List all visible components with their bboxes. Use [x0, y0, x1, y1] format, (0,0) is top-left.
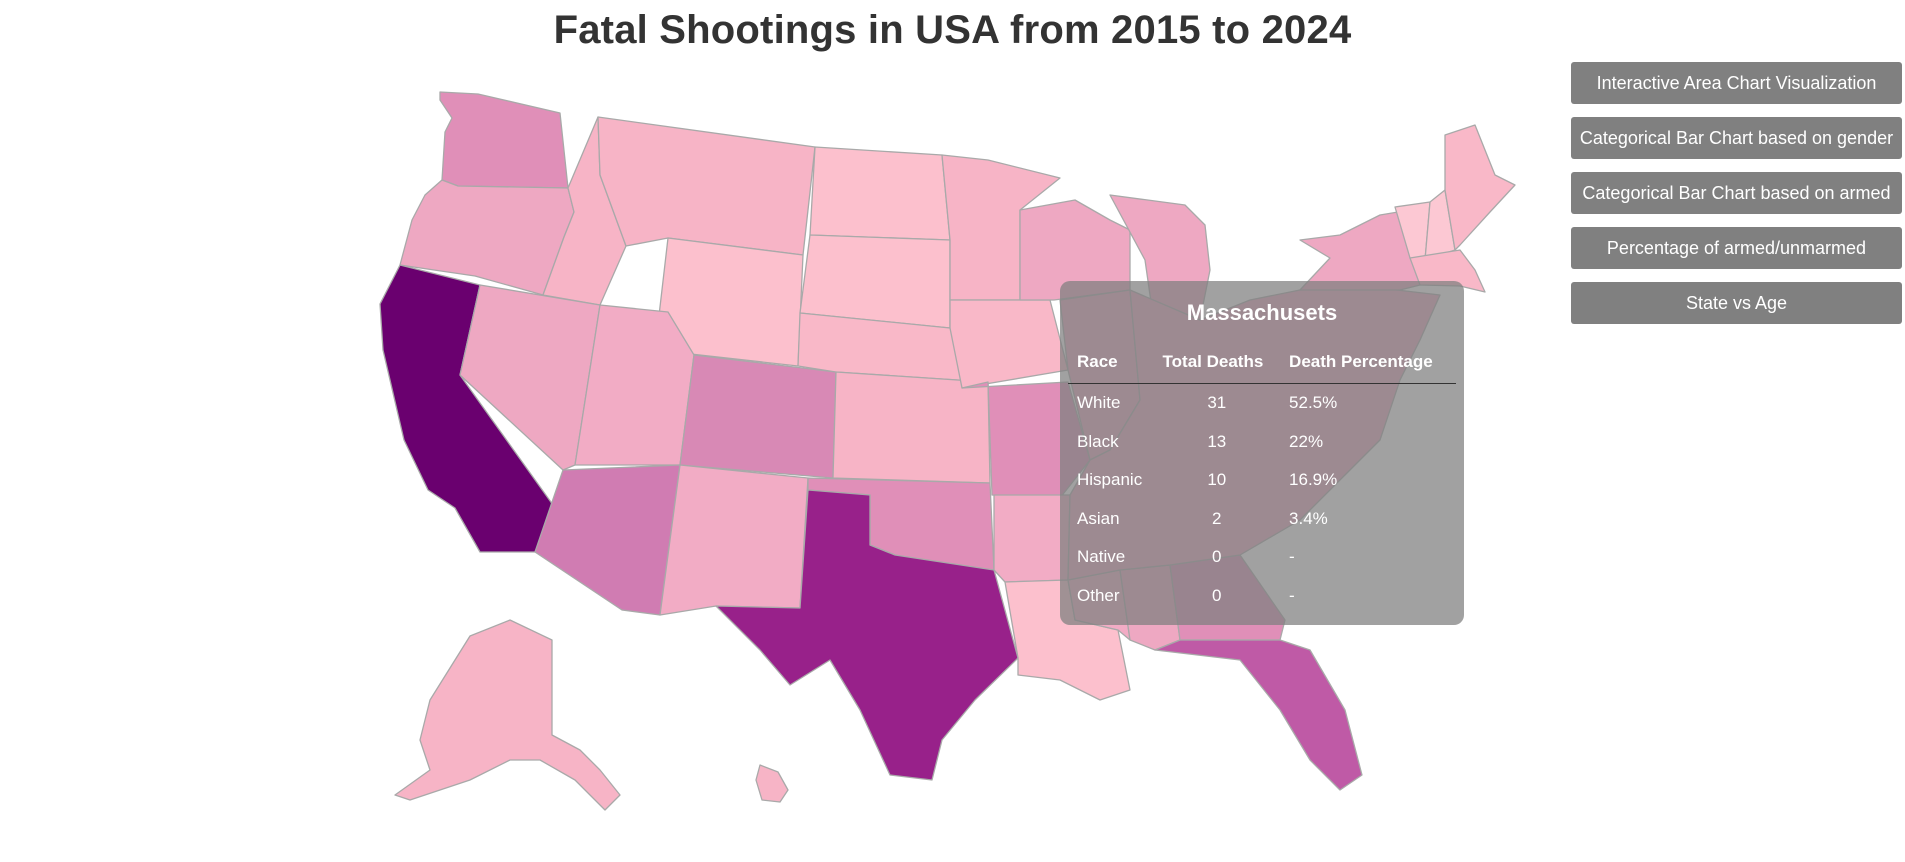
area-chart-button[interactable]: Interactive Area Chart Visualization — [1571, 62, 1902, 104]
deaths-cell: 10 — [1207, 470, 1227, 490]
table-row: Other 0 - — [1068, 577, 1456, 616]
race-cell: Hispanic — [1077, 470, 1143, 490]
table-row: Native 0 - — [1068, 538, 1456, 577]
state-hawaii[interactable] — [755, 764, 789, 803]
state-south-dakota[interactable] — [799, 234, 951, 329]
race-cell: Asian — [1077, 508, 1120, 528]
deaths-cell: 2 — [1212, 508, 1222, 528]
deaths-cell: 0 — [1212, 585, 1222, 605]
race-cell: Black — [1077, 431, 1119, 451]
state-maine[interactable] — [1444, 124, 1516, 251]
table-row: Hispanic 10 16.9% — [1068, 461, 1456, 500]
state-kansas[interactable] — [832, 371, 991, 484]
deaths-cell: 0 — [1212, 547, 1222, 567]
table-header-row: Race Total Deaths Death Percentage — [1068, 341, 1456, 384]
table-row: Asian 2 3.4% — [1068, 500, 1456, 539]
header-death-percentage: Death Percentage — [1280, 341, 1456, 384]
percentage-cell: 3.4% — [1289, 508, 1328, 528]
state-arizona[interactable] — [534, 464, 681, 616]
state-new-mexico[interactable] — [659, 464, 809, 616]
percentage-cell: 22% — [1289, 431, 1324, 451]
page-title: Fatal Shootings in USA from 2015 to 2024 — [553, 8, 1352, 52]
state-iowa[interactable] — [949, 299, 1069, 389]
state-vs-age-button[interactable]: State vs Age — [1571, 282, 1902, 324]
percentage-cell: 52.5% — [1289, 393, 1338, 413]
state-montana[interactable] — [597, 116, 816, 256]
header-race: Race — [1068, 341, 1154, 384]
table-row: Black 13 22% — [1068, 423, 1456, 462]
state-wisconsin[interactable] — [1019, 199, 1131, 301]
state-tooltip: Massachusets Race Total Deaths Death Per… — [1060, 281, 1464, 625]
percentage-cell: - — [1289, 585, 1295, 605]
state-texas[interactable] — [715, 489, 1019, 781]
percentage-cell: 16.9% — [1289, 470, 1338, 490]
gender-bar-chart-button[interactable]: Categorical Bar Chart based on gender — [1571, 117, 1902, 159]
state-florida[interactable] — [1154, 639, 1363, 791]
race-breakdown-table: Race Total Deaths Death Percentage White… — [1068, 341, 1456, 615]
race-cell: White — [1077, 393, 1121, 413]
race-cell: Native — [1077, 547, 1126, 567]
armed-percentage-button[interactable]: Percentage of armed/unmarmed — [1571, 227, 1902, 269]
deaths-cell: 31 — [1207, 393, 1227, 413]
percentage-cell: - — [1289, 547, 1295, 567]
state-alaska[interactable] — [394, 619, 621, 811]
header-total-deaths: Total Deaths — [1153, 341, 1281, 384]
table-row: White 31 52.5% — [1068, 384, 1456, 423]
state-north-dakota[interactable] — [809, 146, 951, 241]
deaths-cell: 13 — [1207, 431, 1227, 451]
tooltip-state-name: Massachusets — [1186, 300, 1338, 325]
armed-bar-chart-button[interactable]: Categorical Bar Chart based on armed — [1571, 172, 1902, 214]
state-nevada[interactable] — [459, 284, 601, 471]
state-arkansas[interactable] — [993, 494, 1071, 583]
state-colorado[interactable] — [679, 354, 837, 479]
state-washington[interactable] — [439, 91, 569, 189]
race-cell: Other — [1077, 585, 1120, 605]
visualization-nav: Interactive Area Chart Visualization Cat… — [1571, 62, 1902, 337]
